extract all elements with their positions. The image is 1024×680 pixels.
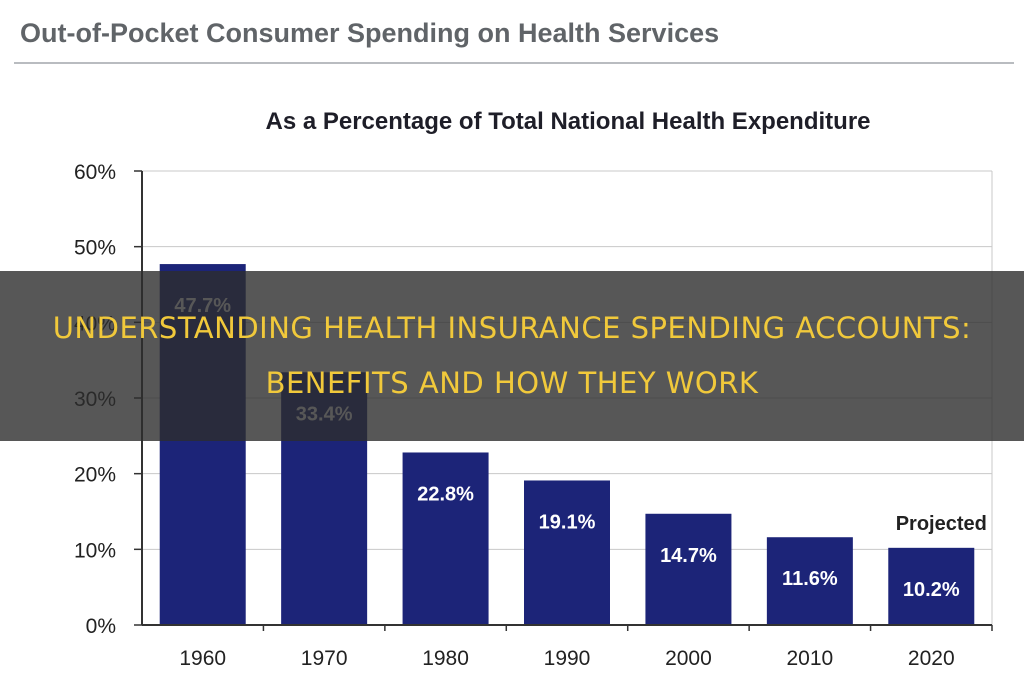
- article-headline: Understanding Health Insurance Spending …: [52, 311, 972, 400]
- x-tick-label: 1990: [544, 647, 591, 670]
- bar-value-label: 22.8%: [417, 483, 474, 505]
- bar-value-label: 10.2%: [903, 579, 960, 601]
- bar-value-label: 14.7%: [660, 545, 717, 567]
- headline-banner: Understanding Health Insurance Spending …: [0, 271, 1024, 441]
- y-tick-label: 60%: [74, 161, 116, 184]
- bar-value-label: 11.6%: [782, 568, 838, 590]
- x-tick-label: 2000: [665, 647, 712, 670]
- y-tick-label: 20%: [74, 464, 116, 487]
- x-tick-label: 1980: [422, 647, 469, 670]
- chart-title: As a Percentage of Total National Health…: [265, 108, 871, 135]
- x-tick-label: 2020: [908, 647, 955, 670]
- annotation-label: Projected: [896, 513, 987, 535]
- bar: [524, 480, 610, 625]
- title-divider: [14, 62, 1014, 64]
- labels: 0%10%20%30%40%50%60%47.7%196033.4%197022…: [74, 161, 987, 670]
- bar: [888, 547, 975, 625]
- y-tick-label: 0%: [86, 615, 116, 638]
- bar: [645, 513, 732, 625]
- figure-title: Out-of-Pocket Consumer Spending on Healt…: [20, 18, 720, 48]
- x-tick-label: 1970: [301, 647, 348, 670]
- y-tick-label: 10%: [74, 539, 116, 562]
- bar: [402, 452, 489, 625]
- x-tick-label: 2010: [786, 647, 833, 670]
- y-tick-label: 50%: [74, 237, 116, 260]
- x-tick-label: 1960: [179, 647, 226, 670]
- bar: [766, 537, 853, 625]
- bar-value-label: 19.1%: [539, 511, 596, 533]
